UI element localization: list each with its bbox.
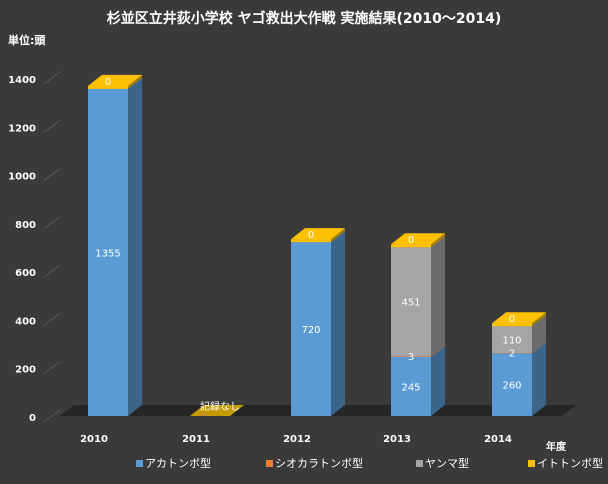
bar-side xyxy=(532,341,546,354)
data-label: 1355 xyxy=(95,248,120,259)
bar-segment xyxy=(391,236,445,357)
bar-front xyxy=(88,85,128,89)
bar-segment xyxy=(88,74,142,89)
y-tick-mark xyxy=(43,168,61,181)
bar-front xyxy=(291,239,331,243)
x-tick-label: 2012 xyxy=(283,434,311,445)
bars xyxy=(88,74,546,416)
bar-front xyxy=(391,244,431,248)
bar-segment xyxy=(391,233,445,248)
x-tick-label: 2011 xyxy=(182,434,210,445)
y-tick-mark xyxy=(43,71,61,85)
y-tick-mark xyxy=(43,119,61,133)
legend-swatch xyxy=(266,460,273,467)
legend-swatch xyxy=(528,460,535,467)
legend-item: イトトンボ型 xyxy=(528,456,603,470)
bar-side xyxy=(331,228,345,243)
y-tick-label: 0 xyxy=(29,413,36,424)
legend-item: シオカラトンボ型 xyxy=(266,456,363,470)
bar-side xyxy=(532,342,546,416)
bar-side xyxy=(331,231,345,416)
data-label: 260 xyxy=(502,381,521,392)
bar-segment xyxy=(492,342,546,416)
bar-side xyxy=(431,345,445,416)
bar-top xyxy=(291,228,345,240)
x-tick-label: 2010 xyxy=(80,434,108,445)
y-tick-mark xyxy=(43,361,61,375)
chart-title: 杉並区立井荻小学校 ヤゴ救出大作戦 実施結果(2010～2014) xyxy=(107,10,501,27)
legend-item: ヤンマ型 xyxy=(416,456,469,470)
bar-segment xyxy=(88,77,142,416)
y-tick-label: 200 xyxy=(15,365,36,376)
data-label: 0 xyxy=(105,77,111,88)
y-tick-label: 1400 xyxy=(8,75,36,86)
y-tick-label: 800 xyxy=(15,220,36,231)
data-label: 451 xyxy=(401,298,420,309)
legend-label: シオカラトンボ型 xyxy=(275,456,363,470)
x-tick-label: 2014 xyxy=(484,434,512,445)
data-label: 2 xyxy=(509,349,515,360)
data-label: 3 xyxy=(408,352,414,363)
legend-label: ヤンマ型 xyxy=(425,456,469,470)
y-tick-label: 600 xyxy=(15,268,36,279)
x-axis-label: 年度 xyxy=(546,440,567,453)
x-axis-ticks: 2010 2011 2012 2013 2014 xyxy=(80,434,512,445)
bar-side xyxy=(128,74,142,89)
bar-front xyxy=(391,356,431,416)
y-tick-mark xyxy=(43,409,61,423)
bar-segment xyxy=(492,312,546,327)
unit-label: 単位:頭 xyxy=(8,33,46,47)
bar-front xyxy=(391,356,431,357)
y-tick-label: 400 xyxy=(15,316,36,327)
bar-top xyxy=(492,312,546,324)
legend-item: アカトンボ型 xyxy=(136,456,211,470)
data-label: 0 xyxy=(509,314,515,325)
x-tick-label: 2013 xyxy=(383,434,411,445)
y-tick-label: 1200 xyxy=(8,123,36,134)
bar-front xyxy=(88,88,128,416)
legend-swatch xyxy=(416,460,423,467)
empty-bar-plate xyxy=(190,405,244,416)
bar-side xyxy=(532,312,546,327)
bar-top xyxy=(391,233,445,245)
bar-side xyxy=(431,236,445,357)
y-tick-mark xyxy=(43,313,61,326)
y-tick-label: 1000 xyxy=(8,172,36,183)
legend-label: アカトンボ型 xyxy=(145,456,211,470)
bar-side xyxy=(532,315,546,353)
bar-front xyxy=(391,247,431,357)
bar-front xyxy=(492,353,532,416)
data-label: 0 xyxy=(408,235,414,246)
bar-front xyxy=(492,323,532,327)
bar-segment xyxy=(291,231,345,416)
bar-side xyxy=(128,77,142,416)
legend: アカトンボ型 シオカラトンボ型 ヤンマ型 イトトンボ型 xyxy=(136,456,603,470)
data-label: 110 xyxy=(502,335,521,346)
legend-swatch xyxy=(136,460,143,467)
bar-segment xyxy=(291,228,345,243)
data-label: 245 xyxy=(401,382,420,393)
data-labels: 1355 0 720 0 245 3 451 0 260 2 110 0 記録なし xyxy=(95,77,521,413)
bar-side xyxy=(431,233,445,248)
data-label: 720 xyxy=(301,325,320,336)
bar-top xyxy=(88,74,142,86)
data-label: 0 xyxy=(308,230,314,241)
y-axis-ticks: 0 200 400 600 800 1000 1200 1400 xyxy=(8,71,61,424)
y-tick-mark xyxy=(43,216,61,230)
y-tick-mark xyxy=(43,264,61,278)
annotation-label: 記録なし xyxy=(200,400,240,413)
bar-front xyxy=(291,242,331,416)
legend-label: イトトンボ型 xyxy=(537,456,603,470)
bar-front xyxy=(492,326,532,353)
bar-side xyxy=(431,345,445,357)
